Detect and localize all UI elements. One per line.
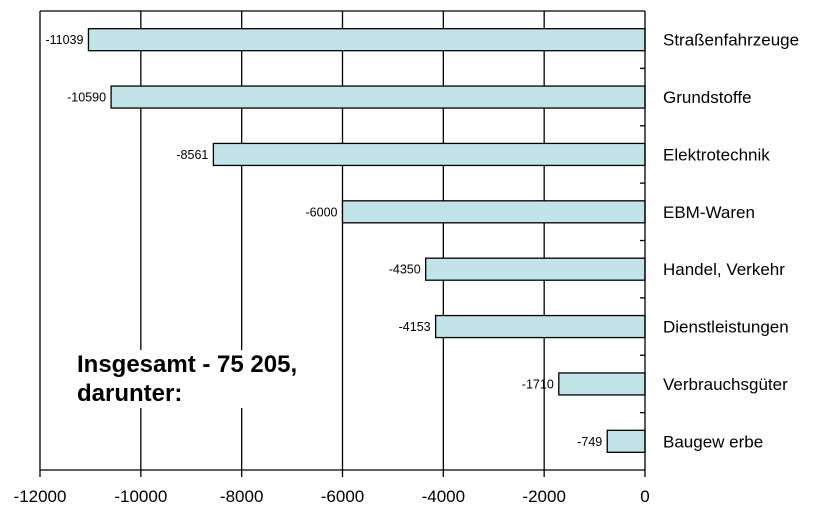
bar bbox=[558, 372, 646, 396]
x-tick-label: 0 bbox=[640, 487, 649, 506]
bar-value-label: -11039 bbox=[45, 33, 83, 47]
bar bbox=[425, 257, 646, 281]
x-tick-label: -2000 bbox=[522, 487, 565, 506]
bar bbox=[434, 314, 646, 339]
category-label: Dienstleistungen bbox=[663, 318, 789, 337]
category-label: Baugew erbe bbox=[663, 432, 763, 451]
category-label: Straßenfahrzeuge bbox=[663, 31, 799, 50]
bar-value-label: -10590 bbox=[67, 91, 106, 105]
bar-value-label: -1710 bbox=[522, 377, 554, 391]
category-label: EBM-Waren bbox=[663, 203, 755, 222]
bar bbox=[212, 142, 646, 167]
category-label: Elektrotechnik bbox=[663, 145, 770, 164]
x-tick-label: -10000 bbox=[114, 487, 167, 506]
bar-value-label: -749 bbox=[577, 435, 602, 449]
bar bbox=[341, 200, 646, 224]
bar-value-label: -8561 bbox=[176, 148, 208, 162]
x-tick-label: -6000 bbox=[321, 487, 364, 506]
x-tick-label: -4000 bbox=[422, 487, 465, 506]
bar-value-label: -4350 bbox=[389, 263, 421, 277]
bar bbox=[110, 85, 646, 109]
bar-value-label: -4153 bbox=[399, 320, 431, 334]
category-label: Handel, Verkehr bbox=[663, 260, 785, 279]
category-label: Verbrauchsgüter bbox=[663, 375, 788, 394]
total-annotation: Insgesamt - 75 205, darunter: bbox=[73, 350, 302, 408]
annotation-line-1: Insgesamt - 75 205, bbox=[77, 351, 298, 378]
bar bbox=[87, 28, 646, 52]
annotation-line-2: darunter: bbox=[77, 380, 183, 407]
bar-value-label: -6000 bbox=[306, 205, 338, 219]
category-label: Grundstoffe bbox=[663, 88, 752, 107]
x-tick-label: -12000 bbox=[14, 487, 67, 506]
x-tick-label: -8000 bbox=[220, 487, 263, 506]
bar bbox=[606, 429, 646, 453]
